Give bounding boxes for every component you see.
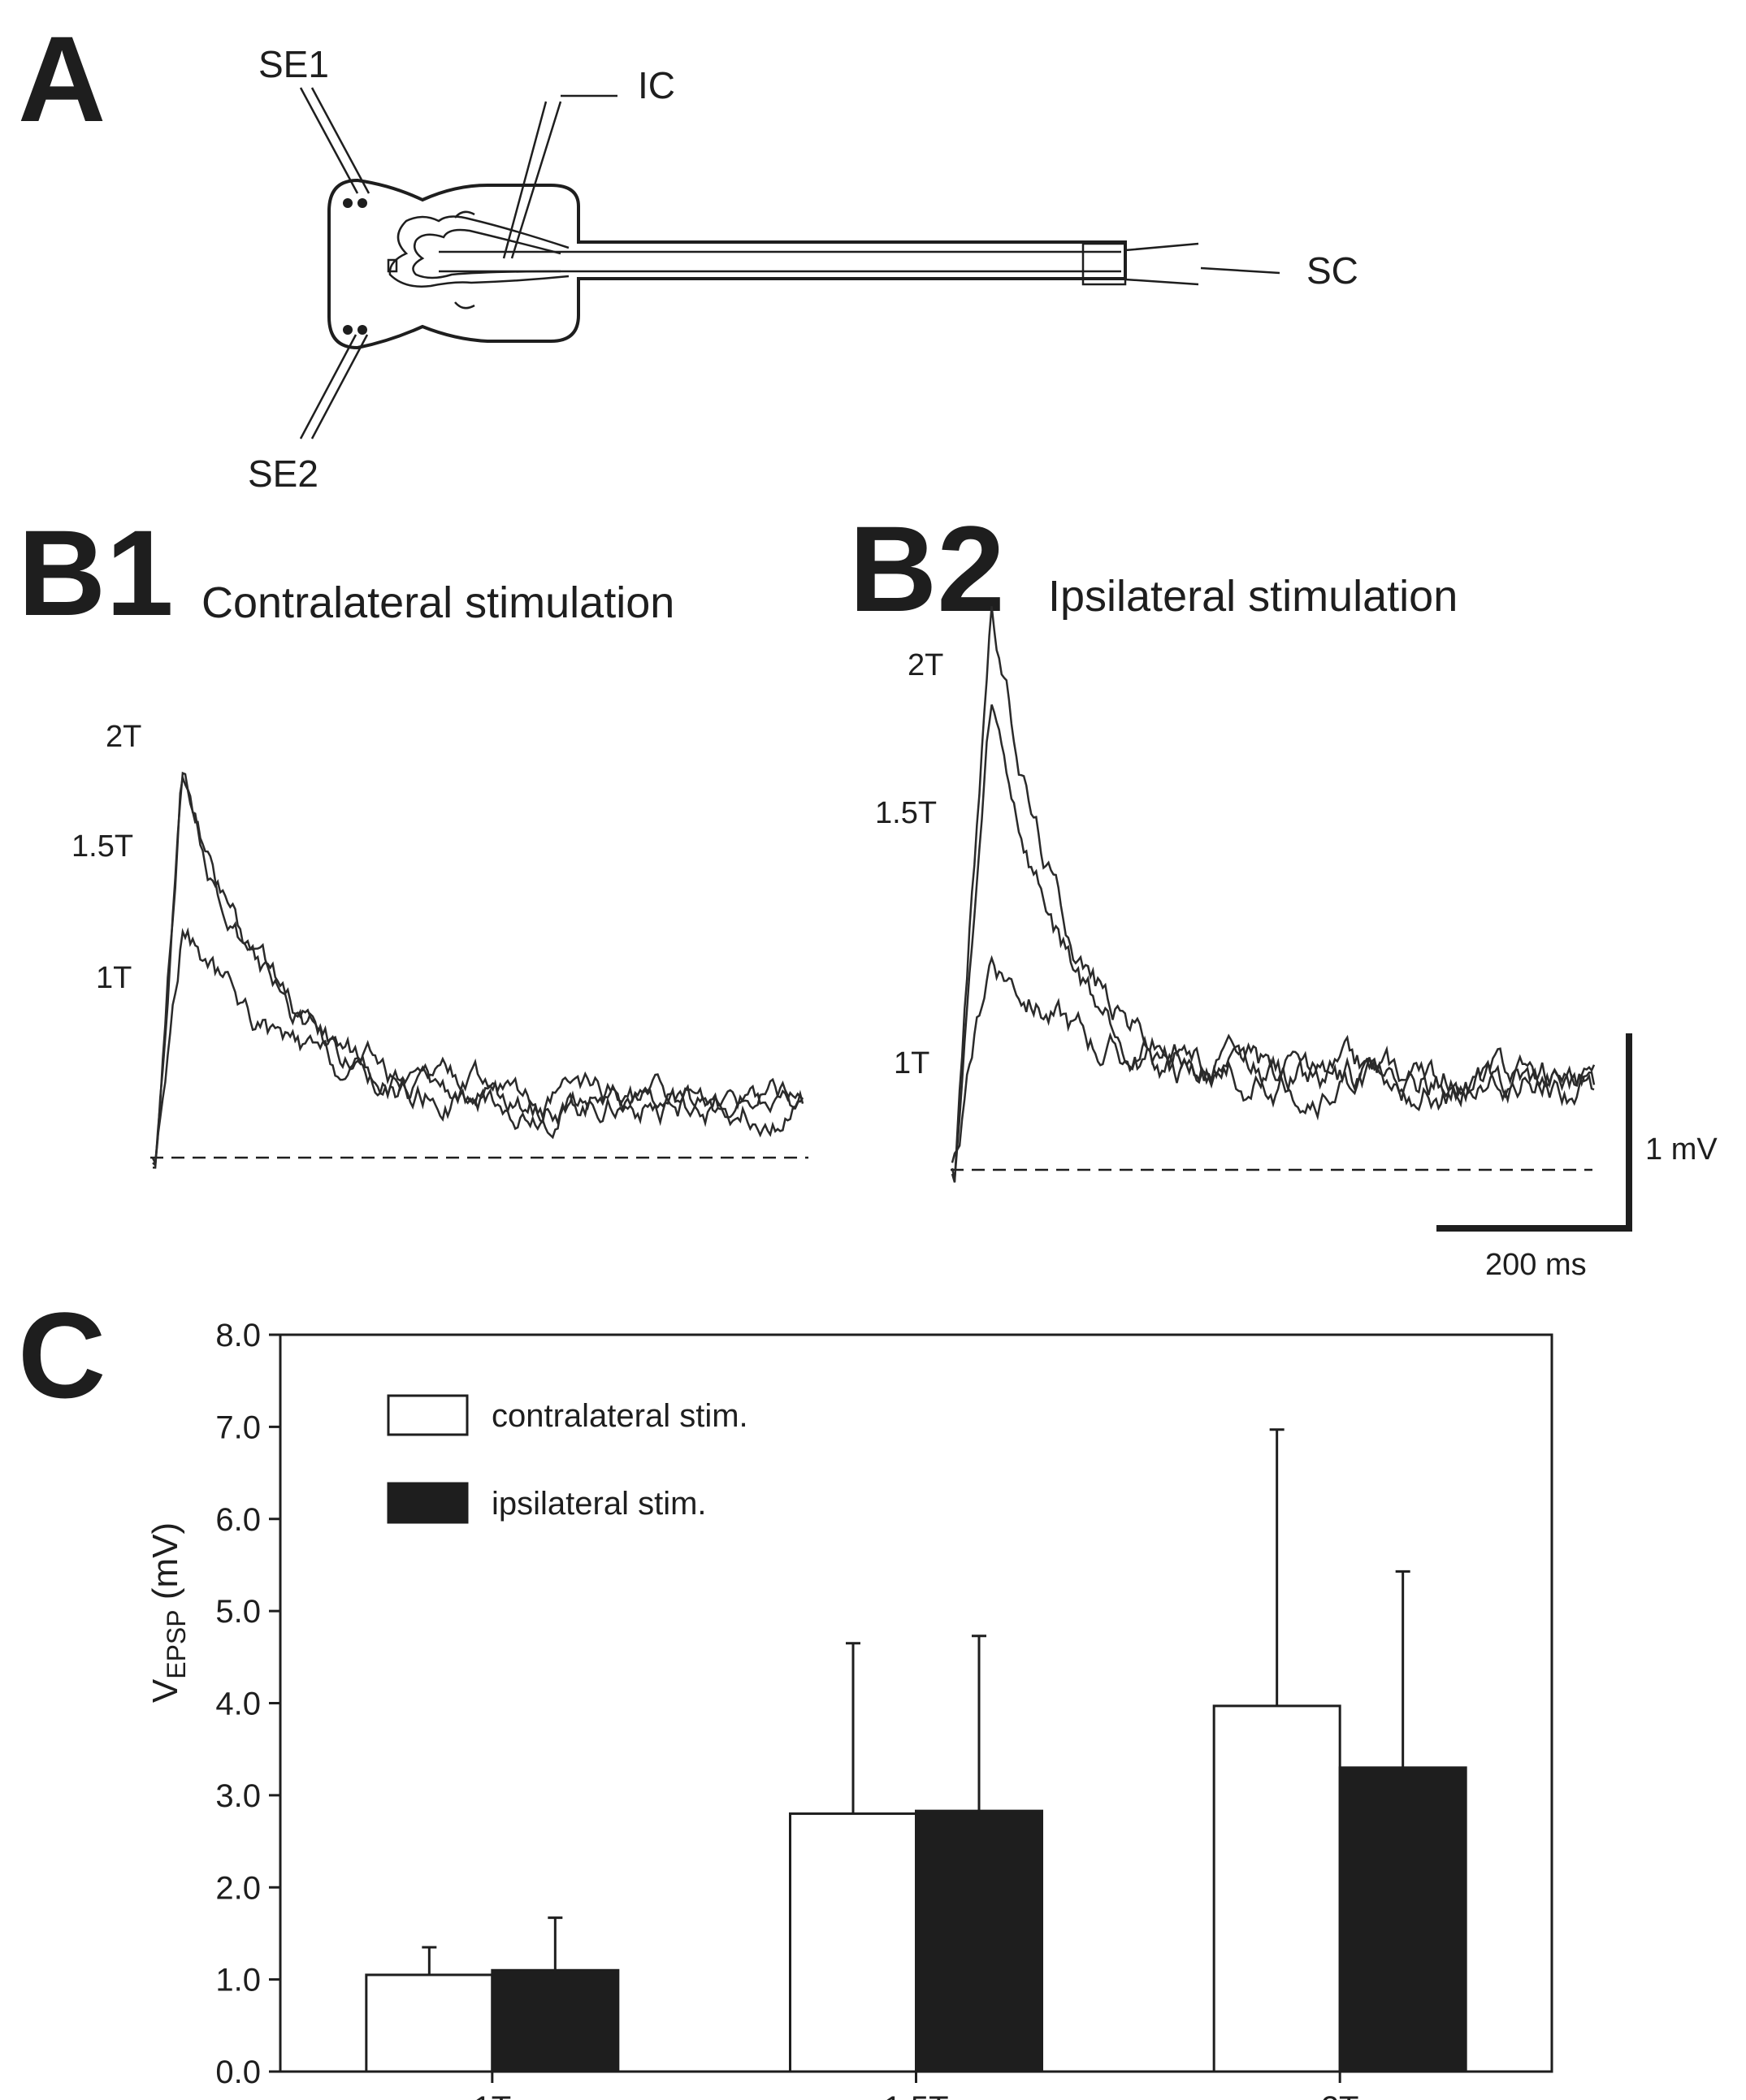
x-tick-label: 2T — [1321, 2090, 1359, 2100]
y-tick-label: 5.0 — [215, 1594, 261, 1630]
y-tick-label: 3.0 — [215, 1778, 261, 1814]
b1-label-1t: 1T — [96, 961, 132, 995]
legend-swatch-ipsilateral — [387, 1482, 469, 1524]
panel-b2-title: Ipsilateral stimulation — [1048, 572, 1458, 621]
y-axis-label: VEPSP (mV) — [145, 1522, 191, 1703]
bar-1-5t-contralateral — [789, 1812, 917, 2073]
sc-electrode — [1124, 242, 1280, 286]
y-axis-label-main: V — [145, 1678, 185, 1703]
y-tick-label: 0.0 — [215, 2055, 261, 2090]
y-tick-label: 2.0 — [215, 1870, 261, 1906]
b1-trace-1t — [151, 927, 804, 1167]
se1-electrode — [299, 87, 370, 194]
legend-label-contralateral: contralateral stim. — [492, 1398, 748, 1434]
x-tick-label: 1T — [473, 2090, 511, 2100]
b1-trace-1-5t — [152, 771, 804, 1168]
panel-b2-letter: B2 — [849, 500, 1005, 637]
bar-1t-ipsilateral — [491, 1968, 620, 2073]
y-tick-label: 4.0 — [215, 1686, 261, 1722]
b2-trace-1t — [951, 955, 1596, 1163]
b2-label-2t: 2T — [908, 648, 944, 682]
scale-bar — [1436, 1033, 1632, 1232]
scale-bar-time-label: 200 ms — [1485, 1248, 1587, 1282]
y-axis-label-unit: (mV) — [145, 1522, 185, 1610]
legend-label-ipsilateral: ipsilateral stim. — [492, 1486, 707, 1522]
y-tick-label: 7.0 — [215, 1409, 261, 1445]
se1-contact — [343, 198, 353, 208]
b2-label-1t: 1T — [894, 1046, 930, 1080]
panel-a-letter: A — [18, 11, 106, 147]
sc-label: SC — [1306, 249, 1358, 292]
ic-label: IC — [638, 64, 675, 106]
bar-2t-ipsilateral — [1338, 1766, 1467, 2073]
b2-trace-2t — [951, 606, 1596, 1183]
ventricle-outline — [388, 215, 570, 288]
scale-bar-voltage-label: 1 mV — [1645, 1132, 1718, 1167]
se1-label: SE1 — [258, 43, 329, 85]
b1-label-2t: 2T — [106, 720, 142, 754]
se2-electrode — [299, 334, 369, 439]
bar-2t-contralateral — [1212, 1704, 1341, 2073]
bar-1-5t-ipsilateral — [915, 1809, 1043, 2073]
x-tick-label: 1.5T — [883, 2090, 948, 2100]
ic-electrode — [502, 94, 617, 259]
panel-b1-letter: B1 — [18, 504, 174, 641]
brainstem-outline — [327, 178, 1127, 350]
legend-swatch-contralateral — [387, 1394, 469, 1436]
y-tick-label: 1.0 — [215, 1963, 261, 1998]
sc-recording-box — [1081, 242, 1127, 286]
y-tick-label: 8.0 — [215, 1318, 261, 1353]
panel-c-letter: C — [18, 1287, 106, 1423]
bar-1t-contralateral — [365, 1973, 494, 2073]
y-tick-label: 6.0 — [215, 1502, 261, 1538]
se2-label: SE2 — [248, 452, 318, 495]
y-axis-label-sub: EPSP — [162, 1609, 191, 1678]
panel-b1-title: Contralateral stimulation — [201, 578, 675, 627]
se2-contact — [343, 325, 353, 335]
b2-label-1-5t: 1.5T — [875, 796, 938, 830]
b1-label-1-5t: 1.5T — [71, 829, 134, 864]
